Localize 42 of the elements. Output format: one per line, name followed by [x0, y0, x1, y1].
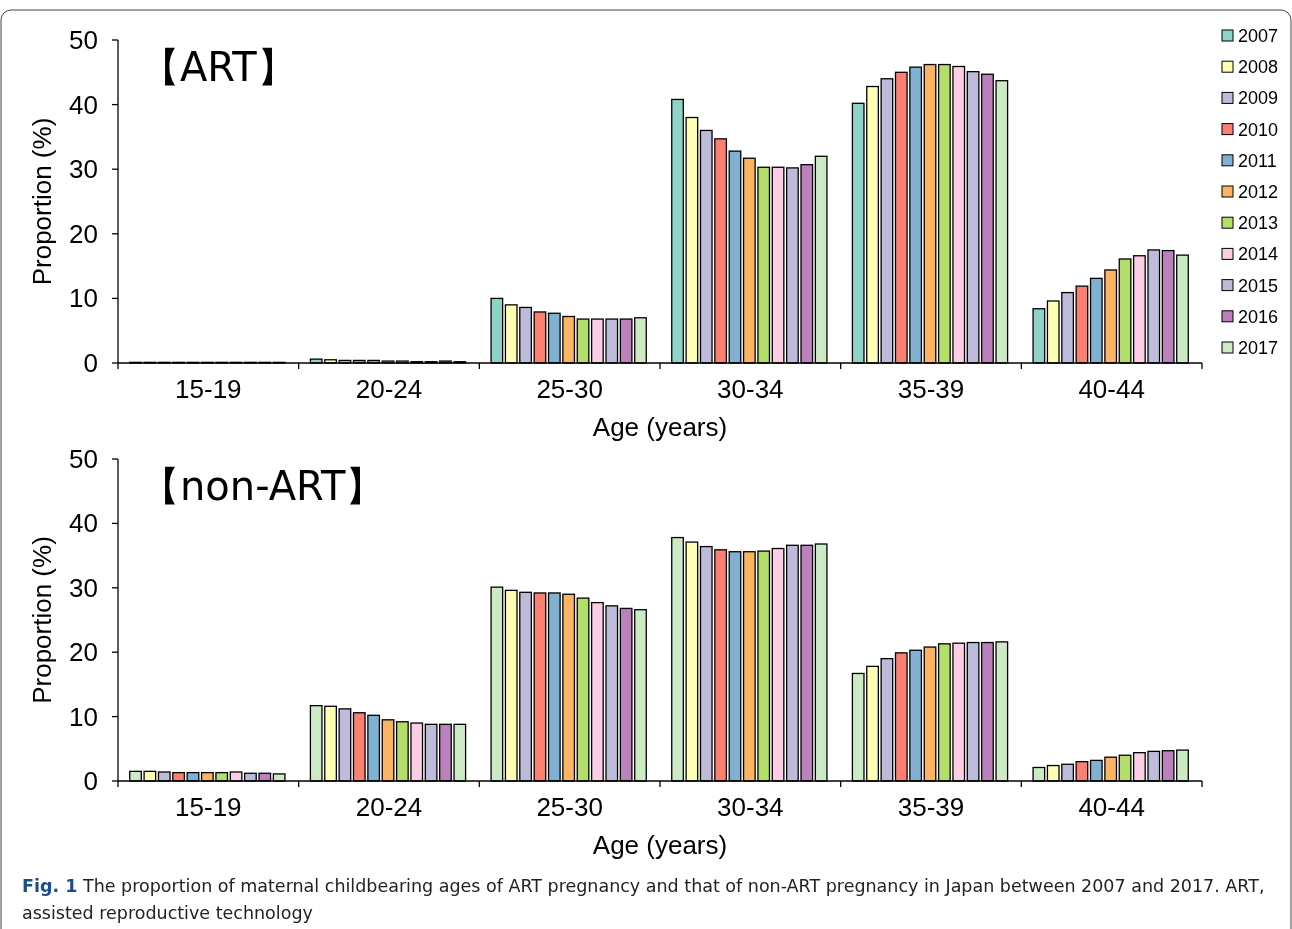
x-tick-label: 25-30: [536, 374, 603, 404]
legend-label: 2009: [1238, 88, 1279, 109]
x-tick-label: 40-44: [1078, 792, 1145, 822]
text: Fig. 1 The proportion of maternal childbearing ages of ART pregnancy and that of non-ART pregnancy in Japan between 2007 and 2017. ART, assisted reproductive technology: [22, 876, 1265, 923]
y-tick-label: 50: [69, 25, 98, 55]
legend-label: 2011: [1238, 150, 1277, 171]
x-tick-label: 20-24: [355, 374, 423, 404]
y-tick-label: 10: [69, 283, 98, 314]
legend-label: 2013: [1238, 213, 1279, 234]
legend-label: 2012: [1238, 182, 1279, 202]
x-tick-label: 40-44: [1078, 374, 1145, 404]
legend-label: 2014: [1238, 244, 1279, 265]
y-tick-label: 30: [69, 572, 98, 603]
x-axis-title: Age (years): [592, 830, 728, 860]
legend-label: 2015: [1238, 275, 1279, 296]
x-tick-label: 30-34: [717, 792, 784, 822]
legend-label: 2016: [1238, 306, 1279, 327]
y-tick-label: 20: [69, 218, 98, 249]
y-tick-label: 40: [69, 508, 98, 539]
y-tick-label: 30: [69, 154, 98, 185]
legend-label: 2017: [1238, 338, 1279, 358]
y-tick-label: 0: [83, 766, 98, 796]
x-tick-label: 35-39: [897, 792, 965, 822]
y-tick-label: 20: [69, 637, 98, 668]
x-tick-label: 15-19: [175, 374, 242, 404]
y-axis-title: Proportion (%): [27, 117, 57, 286]
y-tick-label: 50: [69, 444, 98, 474]
x-tick-label: 20-24: [355, 792, 423, 822]
x-tick-label: 25-30: [536, 792, 603, 822]
x-tick-label: 35-39: [897, 374, 965, 404]
x-tick-label: 30-34: [717, 374, 784, 404]
legend-label: 2007: [1238, 26, 1279, 46]
y-tick-label: 10: [69, 701, 98, 732]
x-tick-label: 15-19: [175, 792, 242, 822]
chart-title: 【non-ART】: [140, 463, 386, 509]
legend-label: 2008: [1238, 57, 1279, 78]
x-axis-title: Age (years): [592, 412, 728, 442]
chart-title: 【ART】: [140, 44, 297, 90]
y-tick-label: 40: [69, 89, 98, 120]
y-axis-title: Proportion (%): [27, 536, 57, 704]
y-tick-label: 0: [83, 348, 98, 378]
legend-label: 2010: [1238, 119, 1279, 140]
